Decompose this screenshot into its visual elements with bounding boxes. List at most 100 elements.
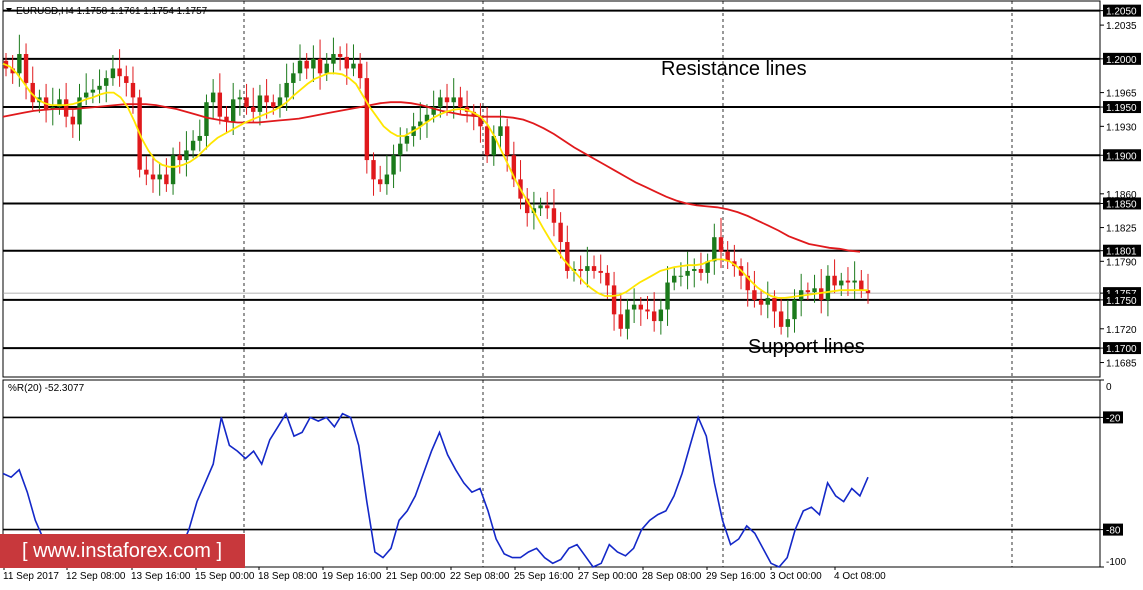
price-tick-label: 1.1965: [1106, 89, 1137, 100]
candle-body: [778, 311, 784, 327]
candle-body: [758, 299, 764, 305]
candle-body: [645, 309, 650, 312]
candle-body: [705, 261, 710, 273]
time-tick-label: 11 Sep 2017: [3, 571, 59, 582]
candle-body: [184, 150, 189, 161]
candle-body: [431, 107, 436, 115]
candle-body: [10, 68, 15, 74]
candle-body: [217, 92, 223, 117]
candle-body: [130, 82, 136, 98]
candle-body: [90, 89, 96, 93]
candle-body: [271, 102, 276, 108]
candle-body: [177, 155, 182, 161]
candle-body: [324, 63, 329, 74]
price-tick-label: 1.1700: [1106, 344, 1137, 355]
candle-body: [57, 99, 62, 108]
candle-body: [210, 92, 216, 103]
price-tick-label: 1.2035: [1106, 21, 1137, 32]
candle-body: [859, 280, 864, 291]
candle-body: [598, 270, 603, 273]
candle-body: [484, 126, 490, 156]
candle-body: [511, 155, 517, 180]
watermark-banner[interactable]: [ www.instaforex.com ]: [0, 534, 245, 568]
time-tick-label: 4 Oct 08:00: [834, 571, 886, 582]
candle-body: [63, 99, 69, 117]
candle-body: [658, 309, 664, 322]
candle-body: [331, 54, 336, 64]
price-header: EURUSD,H4 1.1758 1.1761 1.1754 1.1757: [6, 6, 208, 17]
candle-body: [845, 280, 851, 283]
candle-body: [812, 288, 817, 293]
price-tick-label: 1.1860: [1106, 190, 1137, 201]
candle-body: [357, 63, 363, 79]
candle-body: [230, 99, 236, 122]
candle-body: [525, 198, 530, 214]
ma-slow-line: [2, 101, 861, 253]
candle-body: [718, 237, 724, 252]
candle-body: [591, 266, 597, 271]
candle-body: [825, 275, 831, 300]
candle-body: [865, 290, 871, 294]
wpr-tick-label: -100: [1106, 557, 1126, 568]
candle-body: [471, 111, 476, 117]
candle-body: [110, 68, 116, 79]
candle-body: [631, 304, 637, 310]
candle-body: [124, 76, 129, 83]
candle-body: [672, 275, 677, 283]
candle-body: [418, 121, 423, 127]
annotation-resistance: Resistance lines: [661, 58, 807, 80]
price-tick-label: 1.2000: [1106, 55, 1137, 66]
price-tick-label: 1.1685: [1106, 359, 1137, 370]
candle-body: [144, 169, 149, 175]
price-tick-highlight: [1103, 52, 1141, 65]
price-tick-highlight: [1103, 244, 1141, 257]
price-tick-label: 1.1900: [1106, 151, 1137, 162]
candle-body: [444, 97, 450, 103]
candle-body: [364, 78, 370, 161]
candle-body: [625, 309, 630, 329]
candle-body: [832, 275, 837, 286]
candle-body: [257, 95, 263, 112]
candle-body: [224, 116, 229, 122]
candle-body: [77, 97, 82, 125]
candle-body: [317, 58, 323, 74]
candle-body: [451, 97, 456, 103]
price-tick-label: 1.1750: [1106, 296, 1137, 307]
price-tick-highlight: [1103, 101, 1141, 114]
candle-body: [97, 85, 102, 90]
price-tick-label: 1.1790: [1106, 257, 1137, 268]
candle-body: [819, 288, 824, 300]
indicator-header: %R(20) -52.3077: [8, 383, 85, 394]
price-tick-highlight: [1103, 149, 1141, 162]
wpr-tick-label: -80: [1106, 526, 1121, 537]
annotation-support: Support lines: [748, 336, 865, 358]
candle-body: [150, 174, 156, 180]
candle-body: [23, 54, 29, 83]
price-panel[interactable]: [2, 0, 1101, 378]
watermark-text: [ www.instaforex.com ]: [22, 539, 223, 562]
candle-body: [678, 275, 684, 277]
price-tick-label: 1.2050: [1106, 7, 1137, 18]
candle-body: [805, 290, 811, 293]
time-tick-label: 21 Sep 00:00: [386, 571, 446, 582]
time-tick-label: 19 Sep 16:00: [322, 571, 382, 582]
candle-body: [745, 275, 750, 291]
candle-body: [545, 205, 550, 209]
candle-body: [438, 97, 443, 108]
candle-body: [378, 179, 383, 185]
candle-body: [404, 135, 410, 144]
candle-body: [170, 155, 176, 185]
candle-body: [478, 116, 483, 127]
candle-body: [197, 135, 202, 141]
candle-body: [351, 63, 356, 69]
wpr-tick-label: 0: [1106, 382, 1112, 393]
candle-body: [83, 92, 89, 98]
candle-body: [190, 140, 196, 151]
candle-body: [17, 54, 22, 74]
candle-body: [578, 269, 583, 271]
candle-body: [384, 174, 390, 185]
candle-body: [712, 237, 717, 262]
candle-body: [685, 270, 690, 276]
